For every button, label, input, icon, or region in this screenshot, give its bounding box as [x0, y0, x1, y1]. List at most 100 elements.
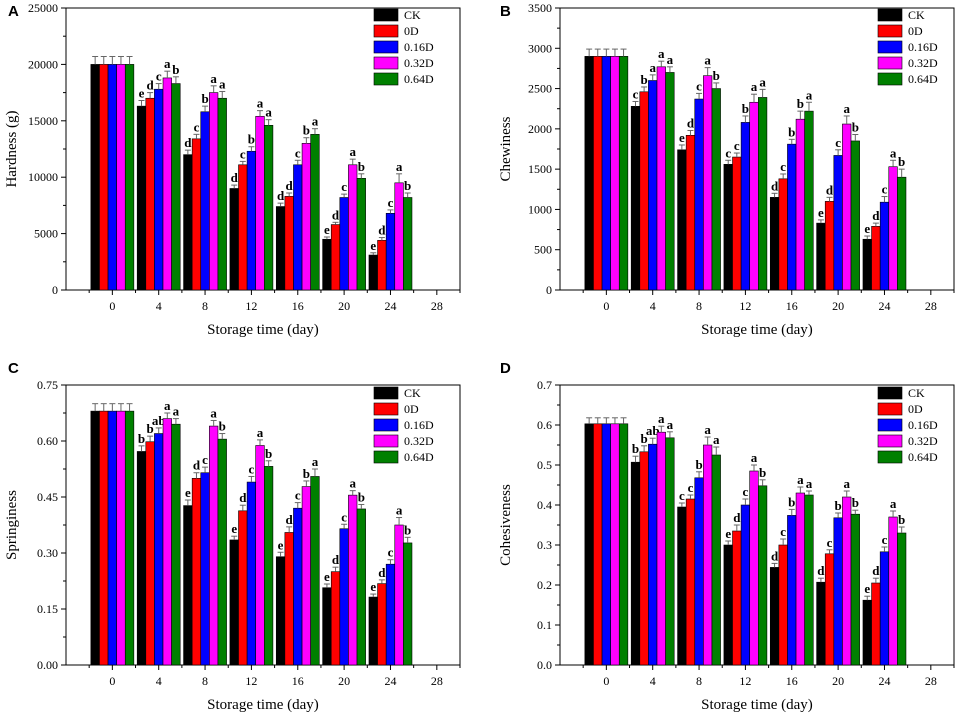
bar — [618, 56, 629, 291]
bar — [200, 472, 210, 666]
bar — [217, 438, 227, 666]
legend-swatch — [373, 72, 399, 86]
bar — [264, 466, 274, 666]
legend-swatch — [373, 40, 399, 54]
bar — [740, 122, 751, 291]
legend-label: 0.32D — [404, 56, 434, 70]
bar — [888, 516, 898, 666]
bar — [275, 206, 286, 291]
y-tick-label: 0.30 — [37, 546, 58, 560]
panel-a: A 0 5000 10000 15000 20000 25000 0 4 8 12 16 20 24 28 S… — [4, 1, 461, 338]
bar — [584, 56, 594, 291]
bar — [107, 64, 117, 291]
significance-label: d — [277, 188, 285, 203]
significance-label: c — [743, 484, 749, 499]
legend-label: 0.32D — [404, 434, 434, 448]
legend-swatch — [373, 56, 399, 70]
y-tick-label: 0.3 — [537, 538, 552, 552]
bar — [804, 110, 814, 291]
bar — [648, 80, 658, 291]
bar — [394, 182, 404, 291]
significance-label: c — [679, 488, 685, 503]
significance-label: a — [797, 472, 804, 487]
bar — [209, 425, 219, 666]
significance-label: b — [852, 119, 859, 134]
significance-label: d — [817, 563, 825, 578]
significance-label: c — [156, 69, 162, 84]
legend-label: 0.32D — [908, 434, 938, 448]
x-tick-label: 20 — [338, 299, 350, 313]
bar — [136, 105, 147, 291]
significance-label: b — [713, 68, 720, 83]
bar — [601, 423, 611, 666]
bar — [610, 56, 620, 291]
y-axis-title: Springiness — [4, 490, 20, 560]
significance-label: a — [349, 144, 356, 159]
bar — [897, 176, 907, 291]
y-tick-label: 3000 — [528, 41, 552, 55]
significance-label: d — [231, 170, 239, 185]
bar — [154, 88, 164, 291]
significance-label: a — [173, 404, 180, 419]
bar — [749, 101, 759, 291]
y-tick-label: 3500 — [528, 1, 552, 15]
bar — [601, 56, 611, 291]
x-axis-title: Storage time (day) — [701, 322, 813, 338]
bar — [403, 197, 413, 291]
x-tick-label: 24 — [384, 299, 396, 313]
significance-label: c — [780, 159, 786, 174]
significance-label: b — [640, 72, 647, 87]
x-tick-label: 4 — [650, 299, 656, 313]
bar — [339, 197, 349, 291]
significance-label: a — [265, 105, 272, 120]
legend-label: 0.16D — [908, 418, 938, 432]
significance-label: a — [349, 476, 356, 491]
significance-label: c — [882, 182, 888, 197]
bar — [769, 567, 780, 666]
y-tick-label: 1000 — [528, 202, 552, 216]
significance-label: c — [734, 138, 740, 153]
significance-label: d — [771, 548, 779, 563]
y-tick-label: 0.1 — [537, 618, 552, 632]
significance-label: a — [257, 96, 264, 111]
y-tick-label: 0.7 — [537, 378, 552, 392]
significance-label: c — [633, 86, 639, 101]
legend-swatch — [373, 434, 399, 448]
bar — [339, 528, 349, 666]
bar — [403, 542, 413, 666]
y-tick-label: 0.15 — [37, 602, 58, 616]
bar — [293, 164, 303, 291]
legend-label: 0.16D — [908, 40, 938, 54]
significance-label: b — [898, 512, 905, 527]
legend: CK 0D 0.16D 0.32D 0.64D — [373, 386, 434, 464]
bar — [618, 423, 629, 666]
significance-label: b — [172, 62, 179, 77]
significance-label: b — [146, 421, 153, 436]
bar — [377, 240, 387, 291]
legend-swatch — [877, 386, 903, 400]
bar — [842, 123, 852, 291]
y-tick-label: 15000 — [28, 114, 58, 128]
significance-label: c — [725, 145, 731, 160]
significance-label: a — [843, 101, 850, 116]
bar — [246, 481, 257, 666]
y-tick-label: 2000 — [528, 122, 552, 136]
y-tick-label: 0.60 — [37, 434, 58, 448]
bar — [610, 423, 620, 666]
bar — [368, 254, 378, 291]
significance-label: d — [872, 208, 880, 223]
x-tick-label: 28 — [925, 674, 937, 688]
significance-label: b — [742, 101, 749, 116]
x-tick-label: 12 — [245, 299, 257, 313]
x-axis-title: Storage time (day) — [701, 697, 813, 713]
legend-swatch — [877, 434, 903, 448]
bar — [385, 563, 396, 666]
significance-label: e — [370, 579, 376, 594]
x-tick-label: 28 — [925, 299, 937, 313]
x-tick-label: 0 — [109, 299, 115, 313]
significance-label: a — [396, 159, 403, 174]
significance-label: d — [193, 458, 201, 473]
legend-swatch — [877, 40, 903, 54]
bar — [804, 494, 814, 666]
bar — [162, 77, 172, 291]
